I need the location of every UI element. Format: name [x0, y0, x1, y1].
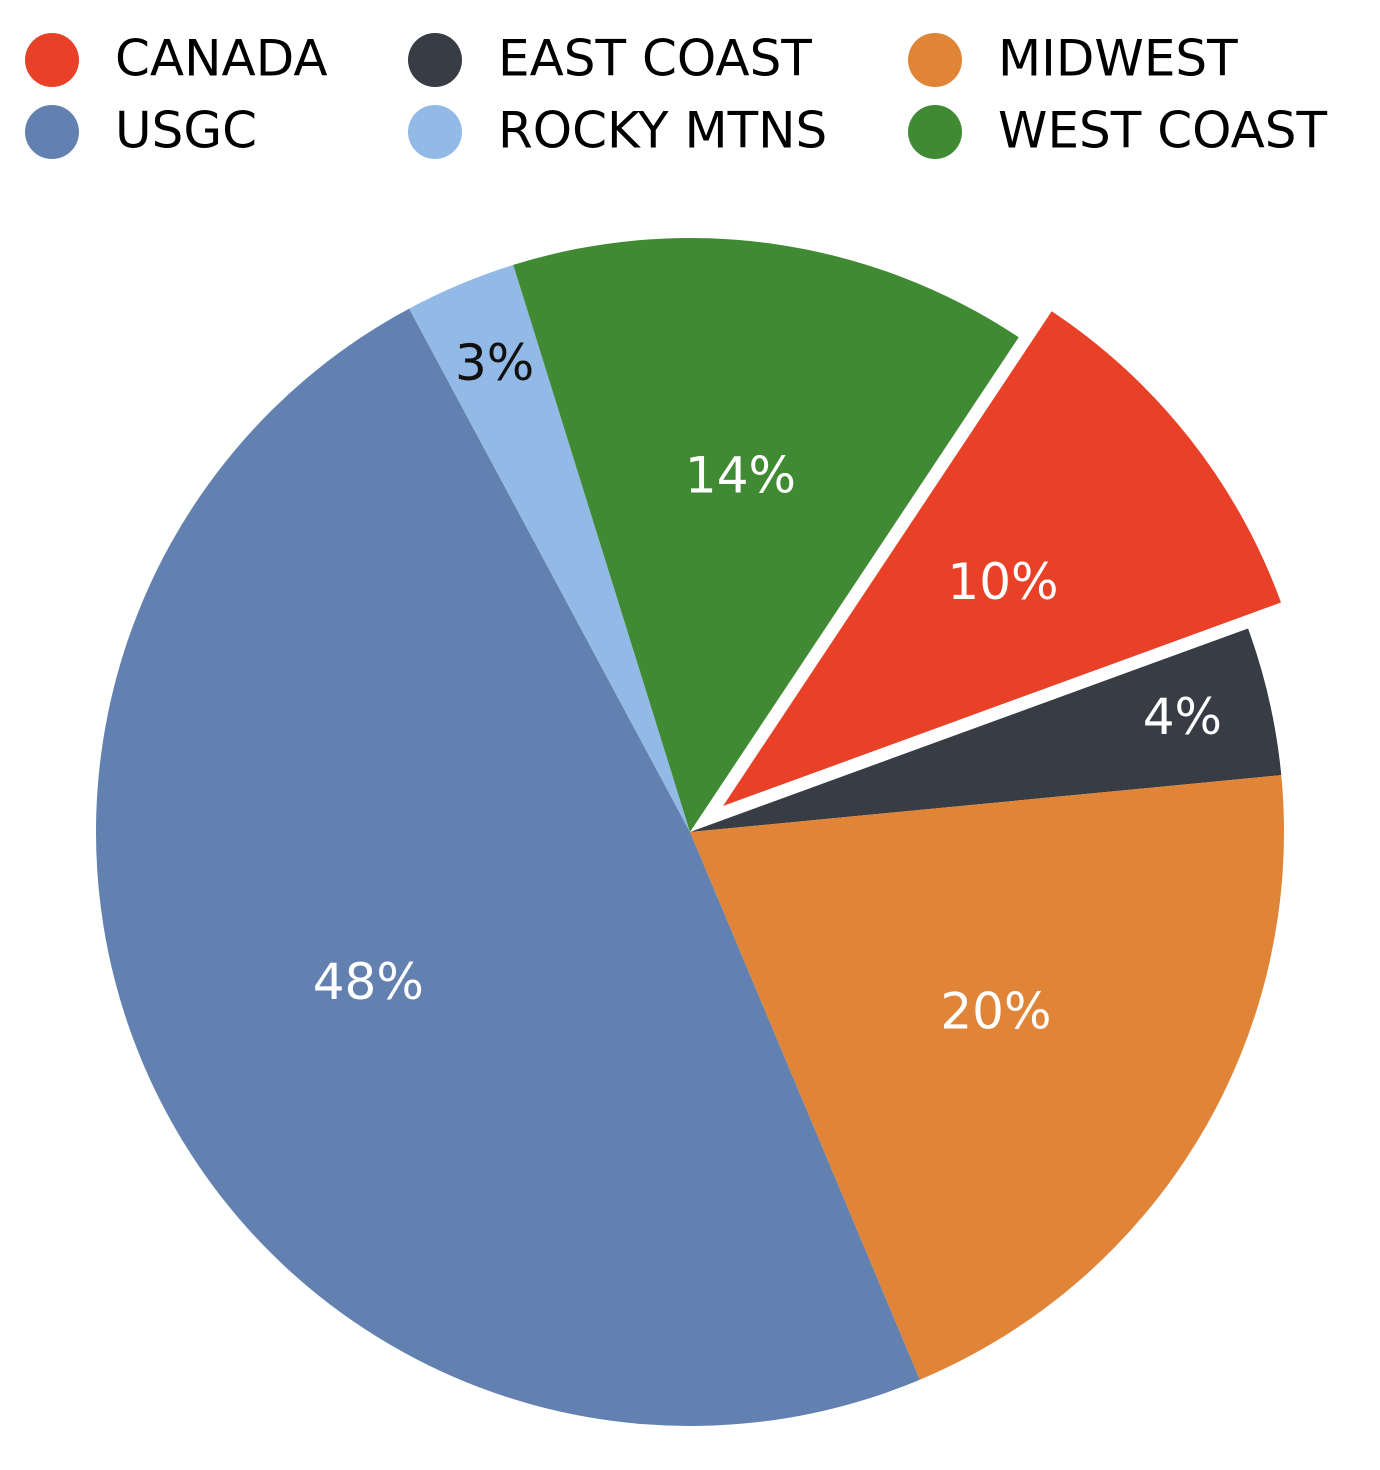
slice-label: 48% — [313, 953, 424, 1011]
pie-slice — [409, 264, 690, 832]
legend-swatch — [408, 105, 462, 159]
pie-slice — [690, 628, 1282, 832]
legend-swatch — [908, 33, 962, 87]
legend-label: WEST COAST — [998, 102, 1328, 160]
legend-label: MIDWEST — [998, 30, 1238, 88]
slice-label: 14% — [685, 447, 796, 505]
pie-slice — [96, 308, 920, 1426]
legend-swatch — [25, 33, 79, 87]
pie-slice — [690, 775, 1284, 1380]
slice-label: 20% — [940, 982, 1051, 1040]
pie-slice — [722, 311, 1282, 807]
legend-swatch — [908, 105, 962, 159]
legend-label: ROCKY MTNS — [498, 102, 827, 160]
slice-label: 10% — [947, 553, 1058, 611]
pie-slice — [513, 237, 1019, 832]
slice-label: 4% — [1143, 688, 1222, 746]
slice-label: 3% — [455, 334, 534, 392]
legend-label: USGC — [115, 102, 257, 160]
legend-swatch — [408, 33, 462, 87]
legend-label: EAST COAST — [498, 30, 812, 88]
legend-label: CANADA — [115, 30, 328, 88]
legend-swatch — [25, 105, 79, 159]
